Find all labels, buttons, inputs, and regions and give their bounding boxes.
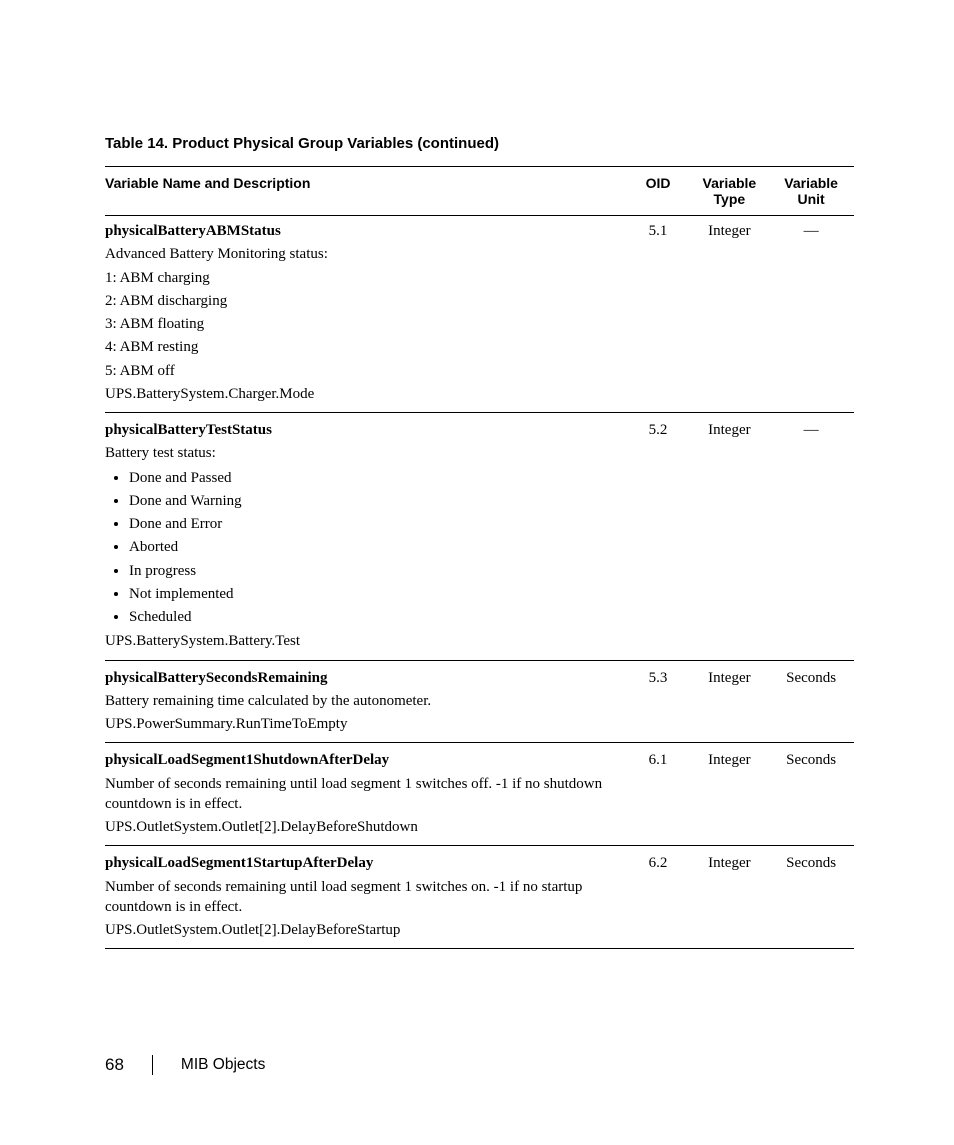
cell-name: physicalLoadSegment1StartupAfterDelay Nu…: [105, 846, 630, 949]
cell-type: Integer: [691, 660, 773, 743]
list-item: Scheduled: [129, 607, 626, 627]
table-row: physicalBatteryABMStatus Advanced Batter…: [105, 216, 854, 413]
cell-oid: 5.2: [630, 413, 691, 661]
desc-line: Battery remaining time calculated by the…: [105, 691, 626, 711]
cell-unit: —: [772, 413, 854, 661]
cell-oid: 6.1: [630, 743, 691, 846]
desc-line: UPS.BatterySystem.Charger.Mode: [105, 384, 626, 404]
cell-type: Integer: [691, 413, 773, 661]
variable-name: physicalLoadSegment1StartupAfterDelay: [105, 853, 626, 873]
table-header-row: Variable Name and Description OID Variab…: [105, 167, 854, 216]
variable-name: physicalLoadSegment1ShutdownAfterDelay: [105, 750, 626, 770]
page-number: 68: [105, 1055, 124, 1075]
cell-oid: 5.3: [630, 660, 691, 743]
header-type: Variable Type: [691, 167, 773, 216]
cell-unit: Seconds: [772, 743, 854, 846]
page-container: Table 14. Product Physical Group Variabl…: [0, 0, 954, 1145]
list-item: Done and Passed: [129, 468, 626, 488]
variable-name: physicalBatteryTestStatus: [105, 420, 626, 440]
cell-name: physicalBatteryABMStatus Advanced Batter…: [105, 216, 630, 413]
cell-name: physicalBatteryTestStatus Battery test s…: [105, 413, 630, 661]
header-unit-l1: Variable: [784, 175, 838, 191]
footer-divider: [152, 1055, 153, 1075]
header-oid: OID: [630, 167, 691, 216]
header-unit: Variable Unit: [772, 167, 854, 216]
variable-name: physicalBatterySecondsRemaining: [105, 668, 626, 688]
variable-name: physicalBatteryABMStatus: [105, 221, 626, 241]
desc-line: UPS.OutletSystem.Outlet[2].DelayBeforeSt…: [105, 920, 626, 940]
desc-line: UPS.BatterySystem.Battery.Test: [105, 631, 626, 651]
table-row: physicalLoadSegment1StartupAfterDelay Nu…: [105, 846, 854, 949]
desc-line: Number of seconds remaining until load s…: [105, 774, 626, 815]
cell-oid: 5.1: [630, 216, 691, 413]
list-item: In progress: [129, 561, 626, 581]
variables-table: Variable Name and Description OID Variab…: [105, 166, 854, 949]
header-type-l1: Variable: [703, 175, 757, 191]
cell-unit: Seconds: [772, 660, 854, 743]
list-item: Not implemented: [129, 584, 626, 604]
desc-line: 2: ABM discharging: [105, 291, 626, 311]
header-unit-l2: Unit: [798, 191, 825, 207]
desc-line: 5: ABM off: [105, 361, 626, 381]
cell-unit: —: [772, 216, 854, 413]
cell-name: physicalLoadSegment1ShutdownAfterDelay N…: [105, 743, 630, 846]
list-item: Done and Warning: [129, 491, 626, 511]
table-caption: Table 14. Product Physical Group Variabl…: [105, 135, 854, 152]
desc-line: 3: ABM floating: [105, 314, 626, 334]
table-row: physicalBatteryTestStatus Battery test s…: [105, 413, 854, 661]
desc-line: Advanced Battery Monitoring status:: [105, 244, 626, 264]
desc-line: UPS.OutletSystem.Outlet[2].DelayBeforeSh…: [105, 817, 626, 837]
list-item: Done and Error: [129, 514, 626, 534]
cell-type: Integer: [691, 846, 773, 949]
footer-section: MIB Objects: [181, 1056, 265, 1074]
header-type-l2: Type: [714, 191, 746, 207]
desc-line: Battery test status:: [105, 443, 626, 463]
cell-unit: Seconds: [772, 846, 854, 949]
table-row: physicalLoadSegment1ShutdownAfterDelay N…: [105, 743, 854, 846]
cell-oid: 6.2: [630, 846, 691, 949]
desc-line: 4: ABM resting: [105, 337, 626, 357]
desc-line: Number of seconds remaining until load s…: [105, 877, 626, 918]
cell-type: Integer: [691, 743, 773, 846]
table-row: physicalBatterySecondsRemaining Battery …: [105, 660, 854, 743]
list-item: Aborted: [129, 537, 626, 557]
desc-line: UPS.PowerSummary.RunTimeToEmpty: [105, 714, 626, 734]
page-footer: 68 MIB Objects: [105, 1055, 265, 1075]
cell-type: Integer: [691, 216, 773, 413]
bullet-list: Done and Passed Done and Warning Done an…: [115, 468, 626, 628]
desc-line: 1: ABM charging: [105, 268, 626, 288]
header-name: Variable Name and Description: [105, 167, 630, 216]
cell-name: physicalBatterySecondsRemaining Battery …: [105, 660, 630, 743]
